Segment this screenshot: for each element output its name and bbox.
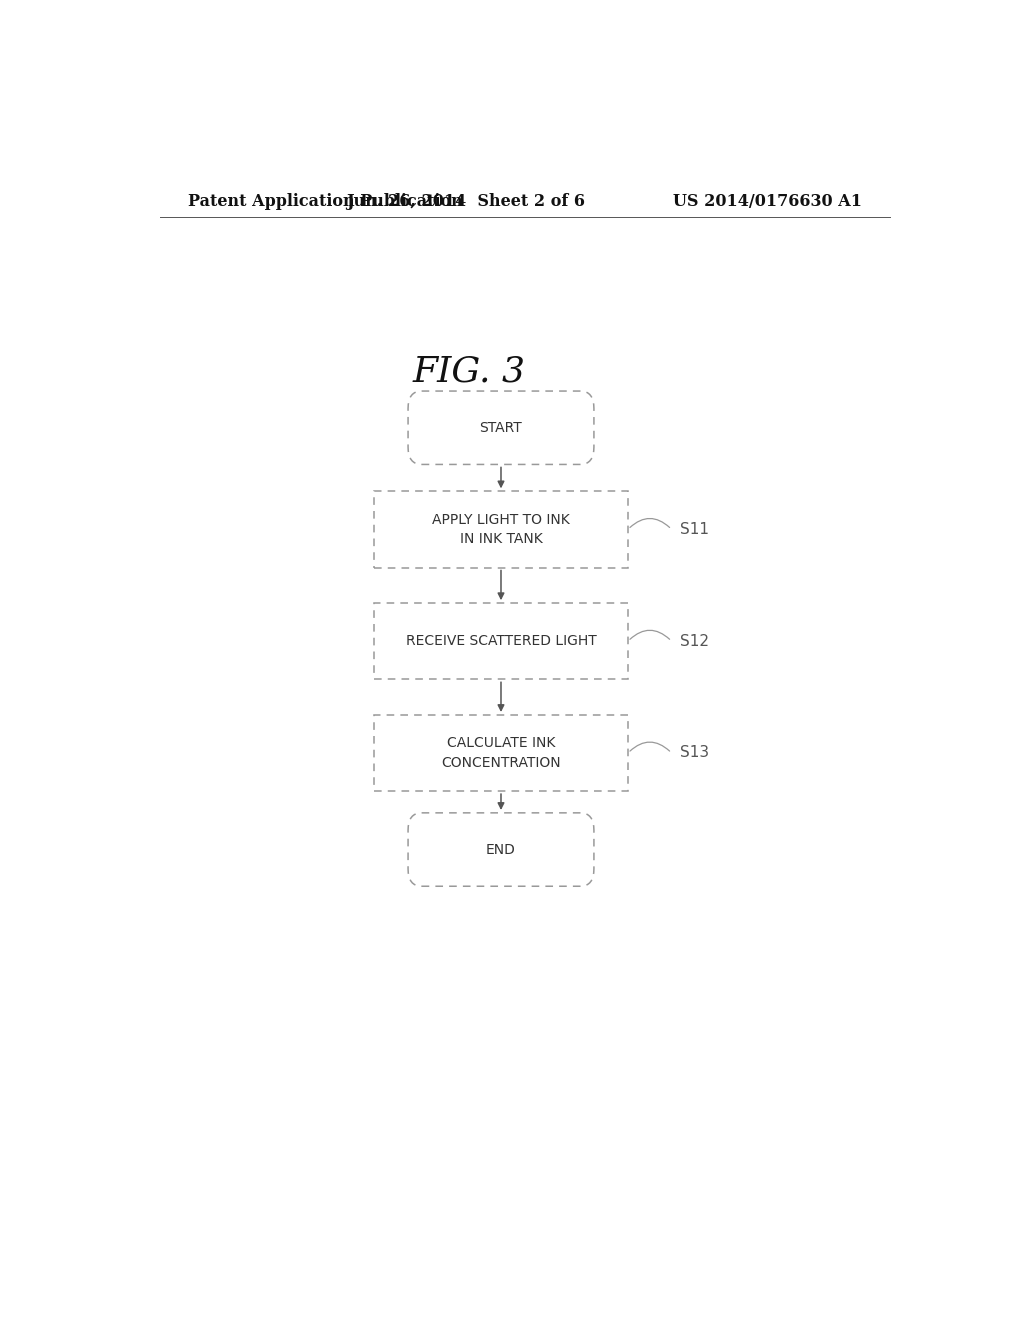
FancyBboxPatch shape (408, 813, 594, 886)
FancyBboxPatch shape (374, 603, 628, 680)
Text: Patent Application Publication: Patent Application Publication (187, 193, 462, 210)
Text: END: END (486, 842, 516, 857)
Text: S11: S11 (680, 521, 709, 537)
FancyBboxPatch shape (374, 491, 628, 568)
Text: Jun. 26, 2014  Sheet 2 of 6: Jun. 26, 2014 Sheet 2 of 6 (346, 193, 585, 210)
Text: APPLY LIGHT TO INK
IN INK TANK: APPLY LIGHT TO INK IN INK TANK (432, 512, 570, 546)
Text: US 2014/0176630 A1: US 2014/0176630 A1 (673, 193, 862, 210)
FancyBboxPatch shape (374, 715, 628, 791)
Text: S13: S13 (680, 746, 709, 760)
Text: START: START (479, 421, 522, 434)
Text: S12: S12 (680, 634, 709, 648)
FancyBboxPatch shape (408, 391, 594, 465)
Text: CALCULATE INK
CONCENTRATION: CALCULATE INK CONCENTRATION (441, 737, 561, 770)
Text: RECEIVE SCATTERED LIGHT: RECEIVE SCATTERED LIGHT (406, 634, 596, 648)
Text: FIG. 3: FIG. 3 (413, 355, 525, 389)
